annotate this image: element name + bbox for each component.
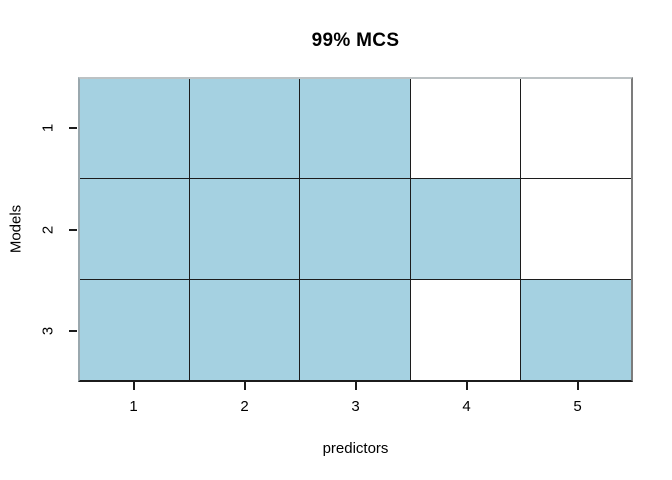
heatmap-cell <box>410 79 521 180</box>
heatmap-cell <box>410 179 521 280</box>
x-axis-title: predictors <box>322 440 389 457</box>
heatmap-cell <box>520 79 631 180</box>
y-tick-label: 3 <box>39 326 57 336</box>
x-tick-label: 2 <box>240 398 249 415</box>
heatmap-cell <box>190 179 301 280</box>
heatmap-cell <box>80 79 191 180</box>
heatmap-cell <box>190 79 301 180</box>
x-tick-label: 5 <box>573 398 582 415</box>
y-tick-mark <box>69 126 77 129</box>
x-tick-label: 3 <box>351 398 360 415</box>
heatmap-cell <box>410 279 521 380</box>
heatmap-cell <box>300 179 411 280</box>
heatmap-plot-area <box>78 77 633 382</box>
y-tick-mark <box>69 228 77 231</box>
y-tick-label: 1 <box>39 123 57 132</box>
x-tick-mark <box>243 382 246 390</box>
x-tick-mark <box>132 382 135 390</box>
heatmap-cell <box>300 279 411 380</box>
heatmap-cell <box>520 179 631 280</box>
heatmap-cell <box>190 279 301 380</box>
x-tick-label: 4 <box>462 398 471 415</box>
x-tick-mark <box>576 382 579 390</box>
chart-title: 99% MCS <box>311 30 400 51</box>
heatmap-cell <box>300 79 411 180</box>
y-tick-label: 2 <box>39 225 57 234</box>
y-axis-title: Models <box>7 204 25 254</box>
y-tick-mark <box>69 330 77 333</box>
heatmap-cell <box>520 279 631 380</box>
x-tick-mark <box>465 382 468 390</box>
x-tick-label: 1 <box>129 398 138 415</box>
x-tick-mark <box>354 382 357 390</box>
heatmap-cell <box>80 179 191 280</box>
heatmap-cell <box>80 279 191 380</box>
